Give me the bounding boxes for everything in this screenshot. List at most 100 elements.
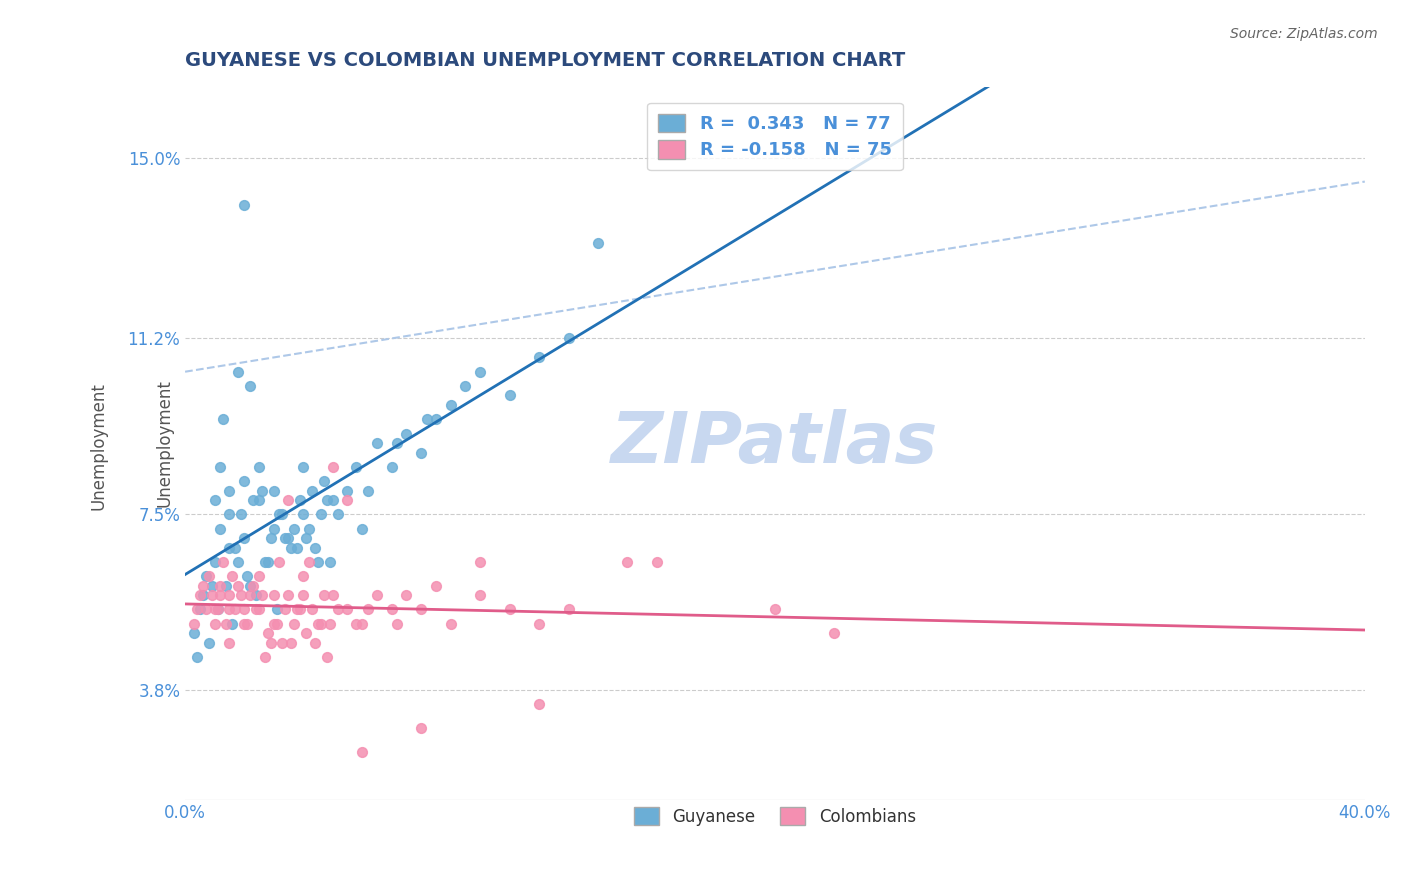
Point <box>229 588 252 602</box>
Point <box>247 459 270 474</box>
Point <box>454 379 477 393</box>
Point <box>409 602 432 616</box>
Point <box>409 445 432 459</box>
Point <box>395 426 418 441</box>
Point <box>197 569 219 583</box>
Point <box>395 588 418 602</box>
Point <box>763 602 786 616</box>
Point <box>201 579 224 593</box>
Point <box>226 555 249 569</box>
Point <box>344 459 367 474</box>
Point <box>322 459 344 474</box>
Point <box>312 474 335 488</box>
Point <box>309 508 332 522</box>
Point <box>322 493 344 508</box>
Point <box>271 508 294 522</box>
Point <box>315 493 337 508</box>
Point <box>212 555 235 569</box>
Point <box>207 602 229 616</box>
Text: GUYANESE VS COLOMBIAN UNEMPLOYMENT CORRELATION CHART: GUYANESE VS COLOMBIAN UNEMPLOYMENT CORRE… <box>186 51 905 70</box>
Point <box>301 602 323 616</box>
Point <box>266 602 288 616</box>
Point <box>212 412 235 426</box>
Point <box>616 555 638 569</box>
Point <box>242 579 264 593</box>
Point <box>209 588 232 602</box>
Point <box>263 588 285 602</box>
Point <box>226 579 249 593</box>
Point <box>823 626 845 640</box>
Point <box>236 616 259 631</box>
Point <box>204 616 226 631</box>
Point <box>194 569 217 583</box>
Point <box>183 616 205 631</box>
Point <box>295 626 318 640</box>
Point <box>271 635 294 649</box>
Text: Unemployment: Unemployment <box>90 382 107 510</box>
Point <box>336 483 359 498</box>
Point <box>586 236 609 251</box>
Point <box>236 569 259 583</box>
Point <box>336 493 359 508</box>
Point <box>387 616 409 631</box>
Point <box>645 555 668 569</box>
Point <box>298 522 321 536</box>
Point <box>336 602 359 616</box>
Point <box>247 493 270 508</box>
Point <box>239 379 262 393</box>
Point <box>242 493 264 508</box>
Point <box>280 541 302 555</box>
Y-axis label: Unemployment: Unemployment <box>156 379 174 507</box>
Point <box>188 588 211 602</box>
Point <box>204 493 226 508</box>
Point <box>221 569 243 583</box>
Point <box>256 555 278 569</box>
Point <box>218 602 240 616</box>
Point <box>259 531 281 545</box>
Point <box>245 602 267 616</box>
Point <box>304 635 326 649</box>
Point <box>201 588 224 602</box>
Point <box>239 579 262 593</box>
Point <box>197 635 219 649</box>
Point <box>186 649 208 664</box>
Point <box>218 508 240 522</box>
Point <box>229 508 252 522</box>
Point <box>209 579 232 593</box>
Point <box>318 555 340 569</box>
Point <box>250 483 273 498</box>
Point <box>191 579 214 593</box>
Point <box>352 745 374 759</box>
Point <box>269 508 291 522</box>
Point <box>215 579 238 593</box>
Point <box>233 474 256 488</box>
Point <box>239 588 262 602</box>
Text: ZIPatlas: ZIPatlas <box>612 409 939 477</box>
Point <box>277 531 299 545</box>
Point <box>204 602 226 616</box>
Point <box>259 635 281 649</box>
Point <box>283 522 305 536</box>
Point <box>309 616 332 631</box>
Point <box>283 616 305 631</box>
Point <box>253 649 276 664</box>
Point <box>224 602 246 616</box>
Point <box>292 508 315 522</box>
Point <box>328 508 350 522</box>
Point <box>218 635 240 649</box>
Point <box>263 522 285 536</box>
Point <box>263 483 285 498</box>
Point <box>215 616 238 631</box>
Point <box>207 602 229 616</box>
Point <box>409 721 432 735</box>
Point <box>233 616 256 631</box>
Point <box>245 588 267 602</box>
Point <box>218 541 240 555</box>
Point <box>527 616 550 631</box>
Point <box>352 616 374 631</box>
Point <box>307 616 329 631</box>
Point <box>194 602 217 616</box>
Point <box>328 602 350 616</box>
Point <box>557 331 579 345</box>
Point <box>298 555 321 569</box>
